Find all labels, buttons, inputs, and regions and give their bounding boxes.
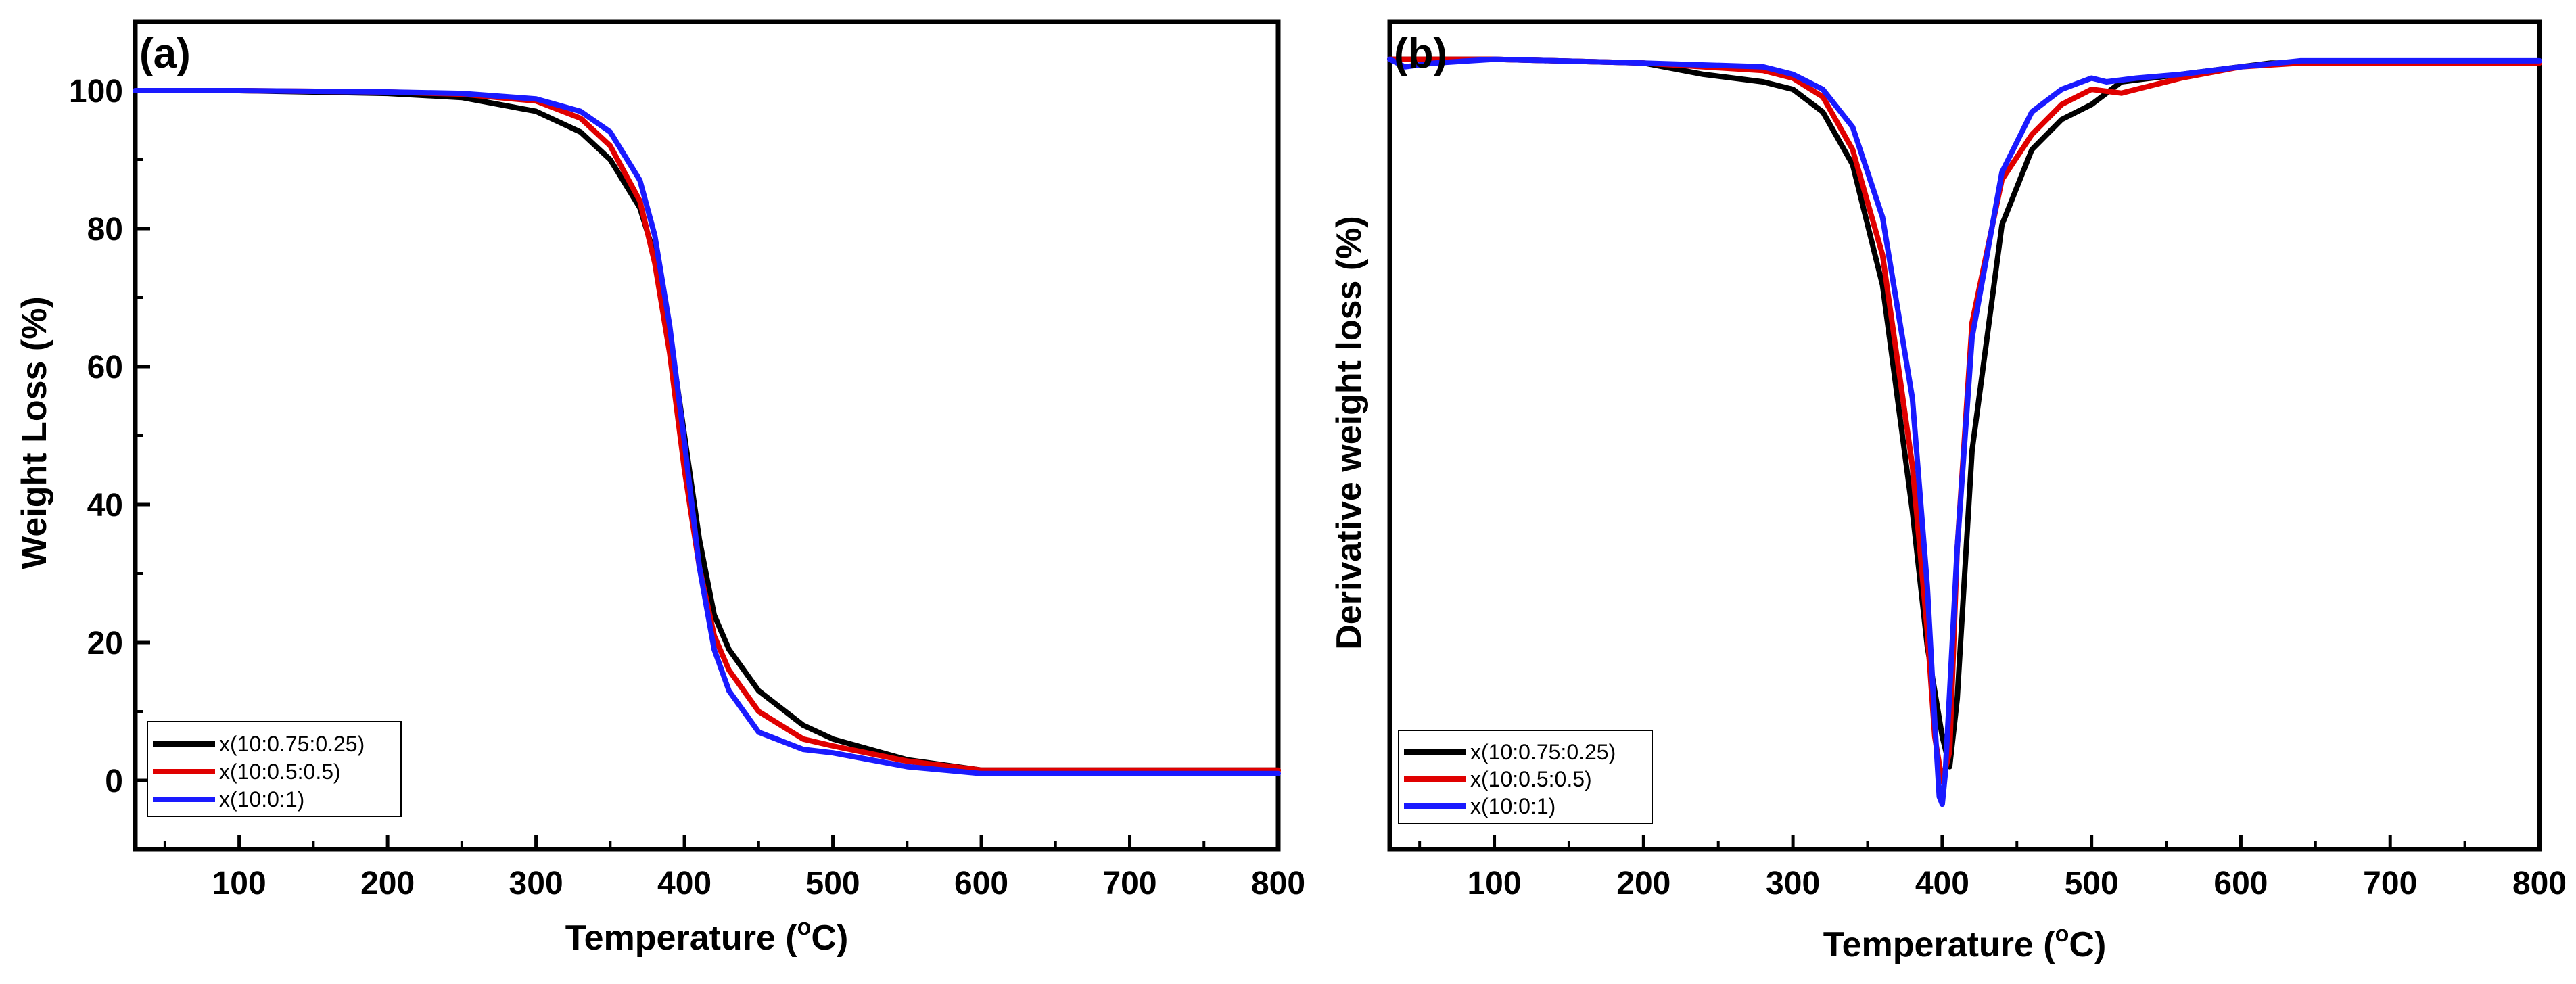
panel-a-x-tick-label: 200: [360, 866, 415, 901]
panel-b-series-line-3: [1387, 56, 2542, 807]
panel-a-y-tick-label: 100: [69, 74, 123, 110]
panel-a-series: [133, 88, 1281, 776]
panel-a-x-tick-label: 600: [954, 866, 1008, 901]
panel-b-x-axis-title-main: Temperature (: [1823, 925, 2056, 964]
panel-b-x-axis-title-sup: o: [2055, 921, 2069, 947]
panel-a-legend-label-1: x(10:0.75:0.25): [219, 732, 365, 756]
panel-a-series-line-1: [133, 88, 1281, 773]
panel-b-legend-label-3: x(10:0:1): [1470, 794, 1555, 818]
panel-b-ticks: 100 200 300 400 500 600 700 800: [1418, 835, 2567, 901]
panel-a-x-tick-label: 300: [509, 866, 563, 901]
panel-a-label: (a): [139, 30, 191, 77]
panel-a-x-tick-label: 100: [212, 866, 266, 901]
panel-a-x-tick-label: 800: [1251, 866, 1305, 901]
panel-b-x-tick-label: 100: [1467, 866, 1521, 901]
panel-a-legend: x(10:0.75:0.25) x(10:0.5:0.5) x(10:0:1): [147, 721, 402, 817]
panel-b-x-tick-label: 800: [2512, 866, 2567, 901]
panel-a-x-axis-title-end: C): [811, 918, 848, 958]
panel-b-legend-label-2: x(10:0.5:0.5): [1470, 767, 1592, 791]
panel-b-x-tick-label: 500: [2065, 866, 2119, 901]
panel-b-label: (b): [1394, 30, 1447, 77]
panel-b-y-axis-title: Derivative weight loss (%): [1330, 216, 1369, 650]
panel-a-weight-loss-chart: 100 200 300 400 500 600 700 800 0 20 40 60 80 100 (a)…: [15, 19, 1305, 958]
panel-a-y-tick-label: 0: [105, 764, 123, 799]
panel-a-y-tick-label: 40: [87, 488, 123, 523]
panel-b-legend-label-1: x(10:0.75:0.25): [1470, 740, 1616, 764]
panel-b-x-tick-label: 300: [1766, 866, 1820, 901]
panel-a-series-line-3: [133, 88, 1281, 776]
panel-b-x-tick-label: 200: [1616, 866, 1670, 901]
panel-a-y-tick-label: 20: [87, 626, 123, 661]
panel-a-x-tick-label: 500: [806, 866, 860, 901]
panel-a-y-tick-label: 60: [87, 350, 123, 385]
panel-a-x-axis-title-main: Temperature (: [565, 918, 798, 958]
panel-a-ticks: 100 200 300 400 500 600 700 800 0 20 40 60 80 100: [69, 74, 1305, 901]
panel-a-legend-label-2: x(10:0.5:0.5): [219, 759, 341, 784]
panel-a-x-tick-label: 400: [657, 866, 711, 901]
panel-a-legend-label-3: x(10:0:1): [219, 787, 304, 812]
panel-b-plot-area-frame: [1387, 19, 2542, 852]
panel-b-x-tick-label: 600: [2214, 866, 2268, 901]
panel-a-series-line-2: [133, 88, 1281, 773]
panel-b-x-tick-label: 400: [1915, 866, 1969, 901]
panel-a-y-axis-title: Weight Loss (%): [15, 296, 54, 569]
panel-a-x-axis-title-sup: o: [797, 914, 812, 940]
panel-b-x-axis-title: Temperature (oC): [1823, 921, 2107, 964]
panel-b-derivative-chart: 100 200 300 400 500 600 700 800 (b) Derivative …: [1330, 19, 2567, 964]
panel-b-series: [1387, 56, 2542, 807]
panel-b-x-tick-label: 700: [2363, 866, 2417, 901]
panel-a-x-tick-label: 700: [1102, 866, 1156, 901]
panel-a-x-axis-title: Temperature (oC): [565, 914, 849, 958]
panel-b-x-axis-title-end: C): [2069, 925, 2106, 964]
panel-a-y-tick-label: 80: [87, 212, 123, 248]
panel-b-legend: x(10:0.75:0.25) x(10:0.5:0.5) x(10:0:1): [1398, 730, 1653, 824]
